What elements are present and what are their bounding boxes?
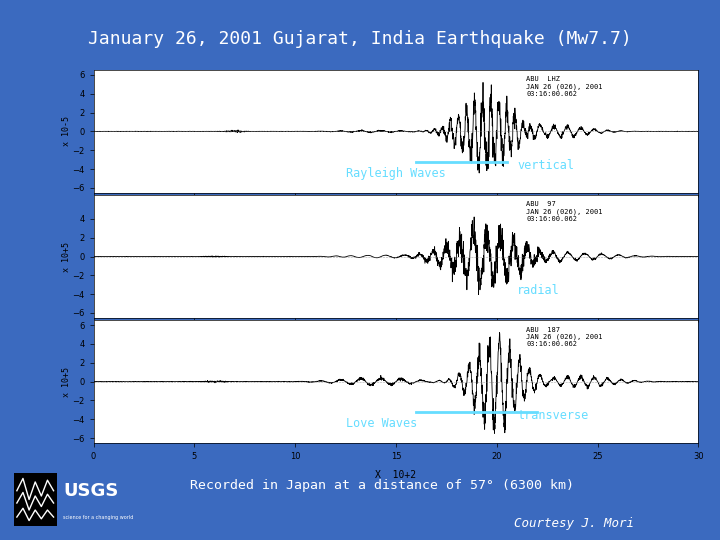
Text: vertical: vertical	[517, 159, 574, 172]
Text: Recorded in Japan at a distance of 57° (6300 km): Recorded in Japan at a distance of 57° (…	[189, 480, 574, 492]
Text: Love Waves: Love Waves	[346, 417, 417, 430]
Text: ABU  LHZ
JAN 26 (026), 2001
03:16:00.062: ABU LHZ JAN 26 (026), 2001 03:16:00.062	[526, 76, 603, 97]
Text: radial: radial	[517, 284, 559, 297]
Text: X  10+2: X 10+2	[375, 470, 417, 480]
Text: Courtesy J. Mori: Courtesy J. Mori	[513, 517, 634, 530]
Y-axis label: x 10+5: x 10+5	[62, 367, 71, 396]
FancyBboxPatch shape	[14, 473, 58, 526]
Text: science for a changing world: science for a changing world	[63, 515, 134, 519]
Text: USGS: USGS	[63, 482, 119, 500]
Text: January 26, 2001 Gujarat, India Earthquake (Mw7.7): January 26, 2001 Gujarat, India Earthqua…	[88, 30, 632, 48]
Text: ABU  187
JAN 26 (026), 2001
03:16:00.062: ABU 187 JAN 26 (026), 2001 03:16:00.062	[526, 327, 603, 347]
Y-axis label: x 10+5: x 10+5	[62, 241, 71, 272]
Y-axis label: x 10-5: x 10-5	[62, 117, 71, 146]
Text: ABU  97
JAN 26 (026), 2001
03:16:00.062: ABU 97 JAN 26 (026), 2001 03:16:00.062	[526, 201, 603, 222]
Text: transverse: transverse	[517, 409, 588, 422]
Text: Rayleigh Waves: Rayleigh Waves	[346, 167, 446, 180]
